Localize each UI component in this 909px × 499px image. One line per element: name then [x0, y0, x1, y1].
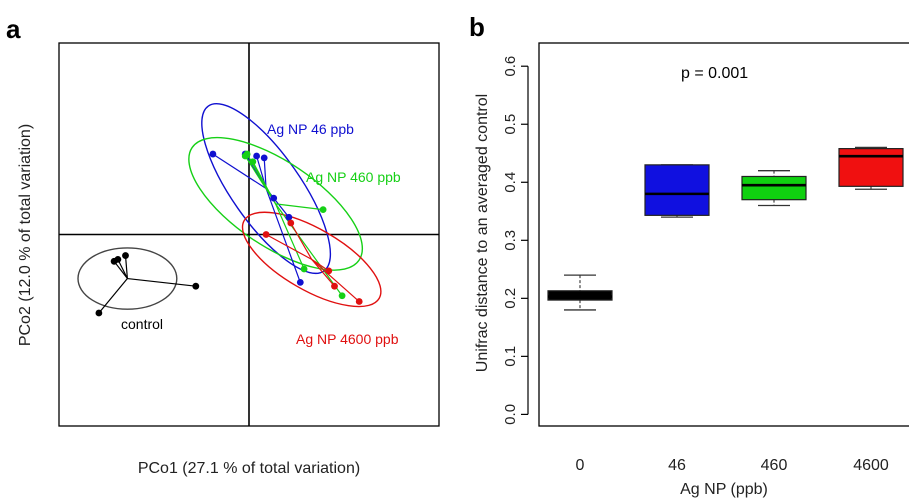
point-ag-np-460-ppb-5 — [338, 292, 346, 300]
y-tick-label: 0.3 — [502, 230, 519, 251]
point-ag-np-460-ppb-1 — [243, 150, 251, 158]
spoke-control-0 — [113, 260, 128, 279]
spoke-ag-np-46-ppb-3 — [263, 157, 267, 189]
label-control: control — [121, 316, 163, 332]
pcoa-points — [95, 150, 363, 317]
boxplot-frame — [538, 42, 909, 427]
point-ag-np-4600-ppb-3 — [331, 282, 338, 290]
pcoa-reference-lines — [59, 43, 439, 426]
spoke-control-3 — [127, 277, 196, 287]
y-tick-label: 0.6 — [502, 56, 519, 77]
x-tick-label-46: 46 — [668, 457, 686, 474]
point-ag-np-46-ppb-3 — [260, 154, 268, 162]
ellipse-ag-np-460-ppb — [188, 136, 364, 271]
panel-b-letter: b — [469, 12, 485, 42]
spoke-ag-np-46-ppb-6 — [265, 188, 301, 283]
point-ag-np-4600-ppb-0 — [262, 231, 270, 238]
p-value-annotation: p = 0.001 — [681, 65, 748, 82]
point-ag-np-460-ppb-3 — [319, 206, 327, 214]
spoke-ag-np-4600-ppb-0 — [265, 233, 312, 260]
pcoa-x-axis-label: PCo1 (27.1 % of total variation) — [138, 460, 360, 477]
spoke-ag-np-4600-ppb-4 — [311, 258, 360, 302]
pcoa-y-axis-label: PCo2 (12.0 % of total variation) — [17, 124, 34, 346]
label-ag-np-460: Ag NP 460 ppb — [306, 169, 401, 185]
boxplot-x-tick-labels: 0 46 460 4600 — [576, 457, 889, 474]
point-ag-np-4600-ppb-2 — [325, 267, 333, 275]
spoke-ag-np-46-ppb-0 — [212, 153, 267, 190]
y-tick-label: 0.1 — [502, 346, 519, 367]
y-tick-label: 0.5 — [502, 114, 519, 135]
point-control-1 — [114, 255, 122, 263]
spoke-ag-np-460-ppb-4 — [275, 203, 305, 270]
point-control-2 — [122, 252, 129, 259]
point-control-4 — [95, 309, 103, 317]
spoke-ag-np-4600-ppb-1 — [290, 222, 313, 260]
y-tick-label: 0.0 — [502, 404, 519, 425]
point-ag-np-460-ppb-4 — [300, 265, 308, 273]
point-ag-np-46-ppb-4 — [270, 194, 278, 202]
boxplot: 0.0 0.1 0.2 0.3 0.4 0.5 0.6 0 46 460 4600 p = 0.0… — [474, 42, 909, 498]
x-tick-label-460: 460 — [761, 457, 788, 474]
boxplot-y-axis-label: Unifrac distance to an averaged control — [474, 94, 491, 372]
point-ag-np-46-ppb-5 — [285, 213, 293, 221]
y-tick-label: 0.2 — [502, 288, 519, 309]
panel-a-letter: a — [6, 14, 21, 44]
spoke-control-2 — [124, 255, 128, 279]
ellipse-ag-np-4600-ppb — [241, 211, 382, 308]
point-ag-np-460-ppb-2 — [249, 158, 257, 166]
pcoa-ellipses — [77, 103, 382, 310]
point-control-3 — [192, 282, 200, 290]
point-ag-np-4600-ppb-1 — [287, 219, 295, 227]
point-ag-np-4600-ppb-4 — [355, 298, 363, 305]
spoke-ag-np-460-ppb-3 — [275, 203, 324, 211]
pcoa-plot: Ag NP 46 ppb Ag NP 460 ppb control Ag NP… — [17, 42, 440, 477]
spoke-control-1 — [117, 259, 128, 279]
spoke-control-4 — [98, 278, 128, 314]
boxplot-x-axis-label: Ag NP (ppb) — [680, 481, 768, 498]
label-ag-np-46: Ag NP 46 ppb — [267, 121, 354, 137]
y-tick-label: 0.4 — [502, 172, 519, 193]
boxplot-y-axis: 0.0 0.1 0.2 0.3 0.4 0.5 0.6 — [502, 56, 529, 425]
spoke-ag-np-4600-ppb-3 — [311, 259, 335, 287]
x-tick-label-0: 0 — [576, 457, 585, 474]
box-460 — [741, 175, 807, 201]
point-ag-np-46-ppb-6 — [296, 278, 304, 286]
box-4600 — [838, 148, 904, 187]
ellipse-control — [77, 247, 178, 310]
label-ag-np-4600: Ag NP 4600 ppb — [296, 331, 399, 347]
point-ag-np-46-ppb-2 — [253, 152, 260, 160]
boxplot-boxes — [547, 146, 904, 311]
point-ag-np-46-ppb-0 — [209, 150, 217, 158]
x-tick-label-4600: 4600 — [853, 457, 889, 474]
box-46 — [644, 164, 710, 216]
